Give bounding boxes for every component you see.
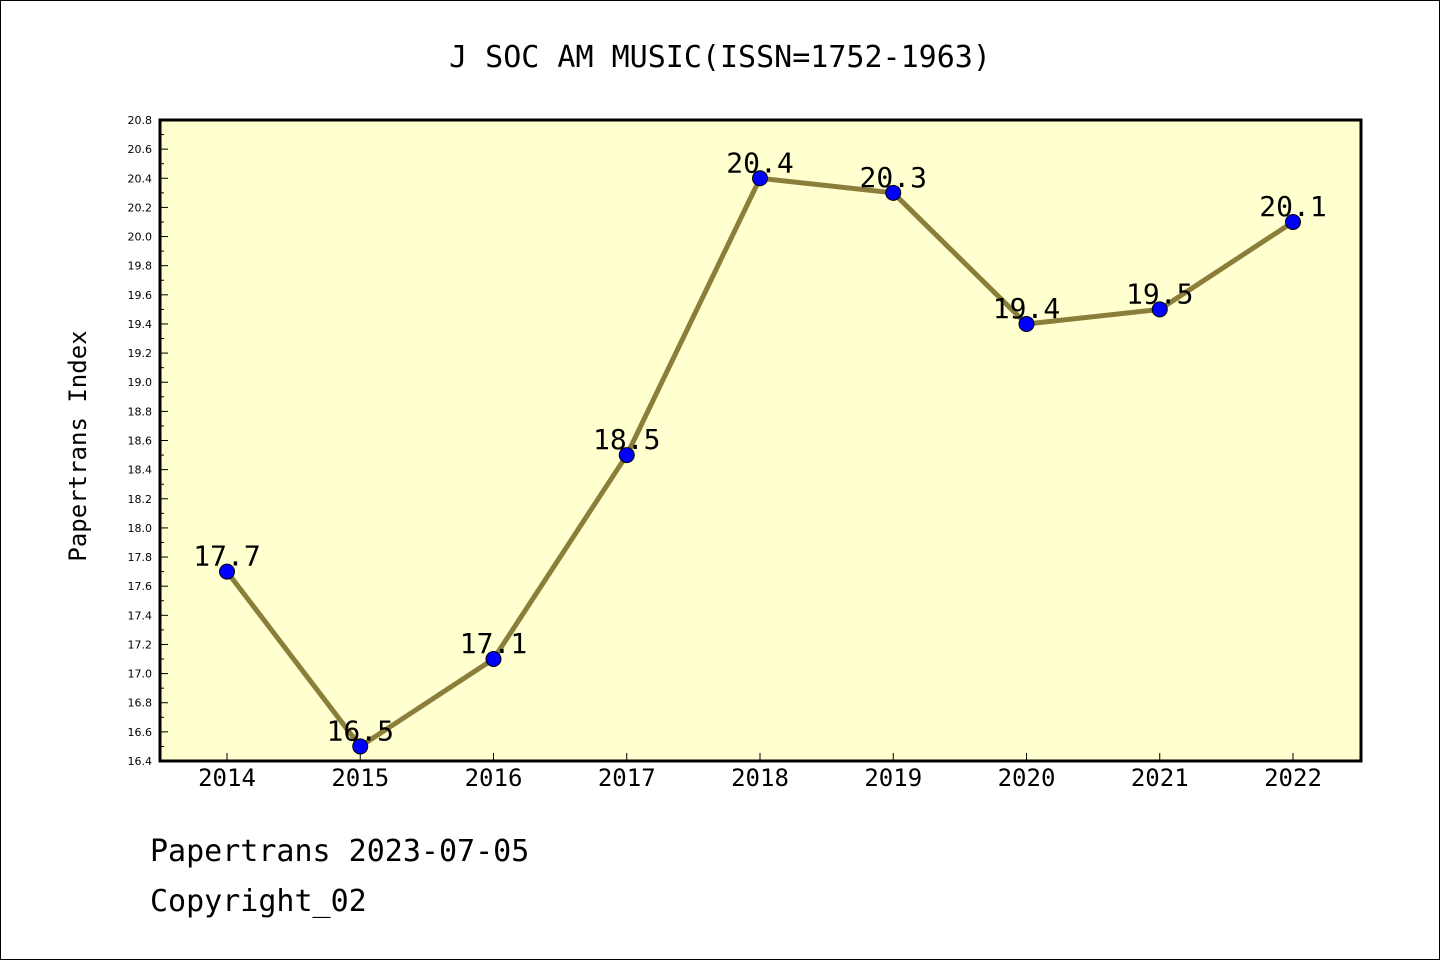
data-labels: 17.7 16.5 17.1 18.5 20.4 20.3 19.4 19.5 20.1: [193, 146, 1326, 747]
x-tick-label: 2014: [198, 764, 256, 792]
data-point-marker: [1151, 301, 1168, 318]
y-tick-label: 17.4: [128, 609, 153, 622]
y-tick-label: 18.0: [128, 522, 153, 535]
data-point-marker: [1018, 315, 1035, 332]
data-label: 17.7: [193, 540, 260, 573]
y-tick-label: 16.4: [128, 755, 153, 768]
x-axis: 2014 2015 2016 2017 2018 2019 2020 2021 2022: [198, 753, 1322, 792]
data-label: 20.4: [726, 146, 793, 179]
data-point-marker: [885, 184, 902, 201]
x-tick-label: 2022: [1264, 764, 1322, 792]
x-tick-label: 2019: [864, 764, 922, 792]
plot-area: [158, 118, 1363, 763]
y-tick-label: 17.0: [128, 668, 153, 681]
y-tick-label: 19.4: [128, 318, 153, 331]
data-label: 18.5: [593, 423, 660, 456]
x-tick-label: 2017: [598, 764, 656, 792]
data-point-marker: [485, 651, 502, 668]
footer-copyright: Copyright_02: [150, 884, 367, 919]
data-label: 20.1: [1259, 190, 1326, 223]
y-axis-label: Papertrans Index: [64, 330, 92, 561]
y-tick-label: 20.0: [128, 231, 153, 244]
data-label: 16.5: [327, 714, 394, 747]
y-tick-label: 19.8: [128, 260, 153, 273]
data-points: [219, 170, 1301, 755]
y-tick-label: 18.4: [128, 464, 153, 477]
y-tick-label: 20.4: [128, 172, 153, 185]
chart-title: J SOC AM MUSIC(ISSN=1752-1963): [449, 40, 991, 75]
y-tick-label: 18.2: [128, 493, 153, 506]
x-tick-label: 2018: [731, 764, 789, 792]
y-tick-label: 20.8: [128, 114, 153, 127]
y-tick-label: 19.2: [128, 347, 153, 360]
y-tick-label: 19.6: [128, 289, 153, 302]
y-tick-label: 17.2: [128, 638, 153, 651]
x-tick-label: 2021: [1131, 764, 1189, 792]
data-point-marker: [752, 170, 768, 187]
y-tick-label: 18.6: [128, 435, 153, 448]
y-tick-label: 18.8: [128, 405, 153, 418]
y-tick-label: 17.8: [128, 551, 153, 564]
y-axis: 16.4 16.6 16.8 17.0 17.2 17.4 17.6 17.8 18.0 18.2…: [128, 114, 168, 768]
footer-date: Papertrans 2023-07-05: [150, 834, 530, 869]
data-label: 17.1: [460, 627, 527, 660]
y-tick-label: 16.6: [128, 726, 153, 739]
data-label: 19.4: [993, 292, 1060, 325]
y-tick-label: 16.8: [128, 697, 153, 710]
data-label: 20.3: [860, 161, 927, 194]
y-tick-label: 20.6: [128, 143, 153, 156]
y-tick-label: 20.2: [128, 201, 153, 214]
y-tick-label: 19.0: [128, 376, 153, 389]
y-tick-label: 17.6: [128, 580, 153, 593]
data-point-marker: [618, 447, 635, 464]
data-label: 19.5: [1126, 277, 1193, 310]
x-tick-label: 2015: [331, 764, 389, 792]
data-point-marker: [219, 563, 235, 580]
x-tick-label: 2016: [465, 764, 523, 792]
x-tick-label: 2020: [998, 764, 1056, 792]
data-point-marker: [1285, 213, 1301, 230]
data-point-marker: [352, 738, 369, 755]
